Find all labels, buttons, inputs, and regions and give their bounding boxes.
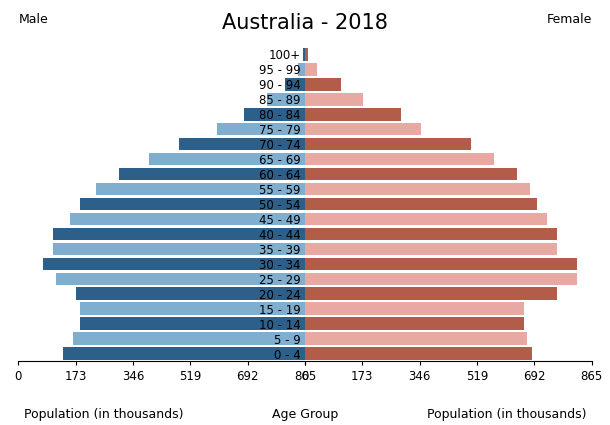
Bar bbox=[305, 243, 557, 255]
Bar bbox=[305, 198, 537, 210]
Bar bbox=[70, 212, 305, 225]
Text: Age Group: Age Group bbox=[272, 408, 338, 421]
Bar bbox=[305, 138, 471, 150]
Bar bbox=[80, 303, 305, 315]
Text: Population (in thousands): Population (in thousands) bbox=[426, 408, 586, 421]
Bar bbox=[305, 183, 530, 196]
Bar bbox=[305, 108, 401, 121]
Bar bbox=[80, 198, 305, 210]
Bar bbox=[179, 138, 305, 150]
Bar bbox=[56, 272, 305, 285]
Bar bbox=[305, 78, 342, 91]
Bar bbox=[96, 183, 305, 196]
Text: Male: Male bbox=[18, 13, 48, 26]
Bar bbox=[305, 93, 363, 105]
Bar bbox=[305, 123, 421, 136]
Bar bbox=[63, 347, 305, 360]
Bar bbox=[53, 243, 305, 255]
Bar bbox=[305, 347, 532, 360]
Bar bbox=[80, 317, 305, 330]
Bar bbox=[305, 303, 524, 315]
Bar bbox=[305, 153, 494, 165]
Bar bbox=[305, 332, 527, 345]
Bar bbox=[243, 108, 305, 121]
Bar bbox=[73, 332, 305, 345]
Text: Australia - 2018: Australia - 2018 bbox=[222, 13, 388, 33]
Text: Population (in thousands): Population (in thousands) bbox=[24, 408, 184, 421]
Bar bbox=[305, 272, 577, 285]
Bar bbox=[53, 228, 305, 240]
Bar bbox=[298, 63, 305, 76]
Text: Female: Female bbox=[547, 13, 592, 26]
Bar bbox=[305, 317, 524, 330]
Bar bbox=[267, 93, 305, 105]
Bar bbox=[285, 78, 305, 91]
Bar bbox=[303, 48, 305, 61]
Bar bbox=[217, 123, 305, 136]
Bar bbox=[76, 287, 305, 300]
Bar bbox=[305, 212, 547, 225]
Bar bbox=[305, 63, 317, 76]
Bar bbox=[305, 48, 308, 61]
Bar bbox=[305, 287, 557, 300]
Bar bbox=[120, 168, 305, 181]
Bar bbox=[149, 153, 305, 165]
Bar bbox=[305, 228, 557, 240]
Bar bbox=[305, 168, 517, 181]
Bar bbox=[305, 258, 577, 270]
Bar bbox=[43, 258, 305, 270]
